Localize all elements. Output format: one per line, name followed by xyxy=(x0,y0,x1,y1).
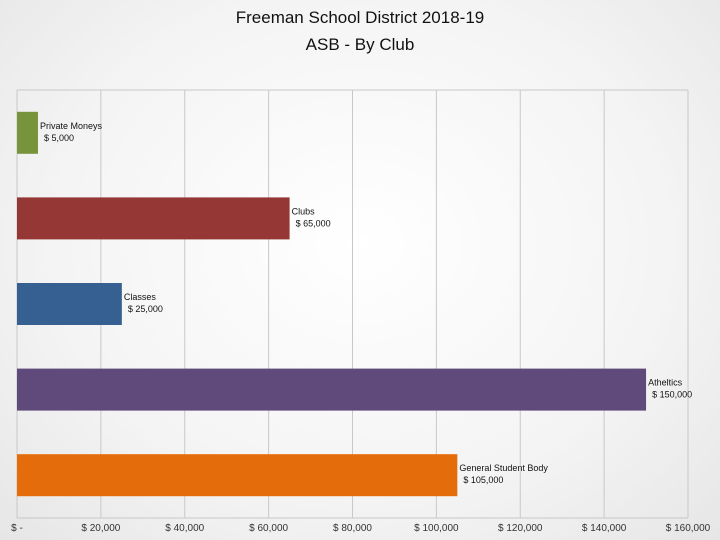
bars xyxy=(17,111,647,497)
data-label-category: Atheltics xyxy=(648,378,683,388)
x-tick-label: $ 80,000 xyxy=(333,523,372,534)
bar xyxy=(17,454,458,497)
data-label-value: $ 25,000 xyxy=(128,304,163,314)
x-tick-label: $ 120,000 xyxy=(498,523,543,534)
data-label-category: Private Moneys xyxy=(40,121,103,131)
x-tick-label: $ - xyxy=(11,523,23,534)
x-tick-label: $ 20,000 xyxy=(81,523,120,534)
bar xyxy=(17,111,38,154)
chart-title-line-2: ASB - By Club xyxy=(305,35,415,54)
x-tick-label: $ 160,000 xyxy=(666,523,711,534)
data-label-value: $ 65,000 xyxy=(296,218,331,228)
data-label-category: Clubs xyxy=(292,206,316,216)
x-tick-label: $ 100,000 xyxy=(414,523,459,534)
x-tick-label: $ 140,000 xyxy=(582,523,627,534)
data-label-value: $ 150,000 xyxy=(652,390,692,400)
bar xyxy=(17,197,290,240)
x-tick-label: $ 40,000 xyxy=(165,523,204,534)
bar xyxy=(17,283,122,325)
data-label-value: $ 5,000 xyxy=(44,133,74,143)
x-tick-label: $ 60,000 xyxy=(249,523,288,534)
data-label-category: Classes xyxy=(124,292,157,302)
bar xyxy=(17,368,647,411)
data-labels: Private Moneys $ 5,000 Clubs $ 65,000 Classe… xyxy=(40,121,692,485)
chart-title-line-1: Freeman School District 2018-19 xyxy=(235,8,485,27)
x-axis-ticks: $ - $ 20,000 $ 40,000 $ 60,000 $ 80,000 $ 100… xyxy=(11,523,711,534)
data-label-value: $ 105,000 xyxy=(463,475,503,485)
data-label-category: General Student Body xyxy=(459,463,548,473)
gridlines xyxy=(16,89,689,519)
